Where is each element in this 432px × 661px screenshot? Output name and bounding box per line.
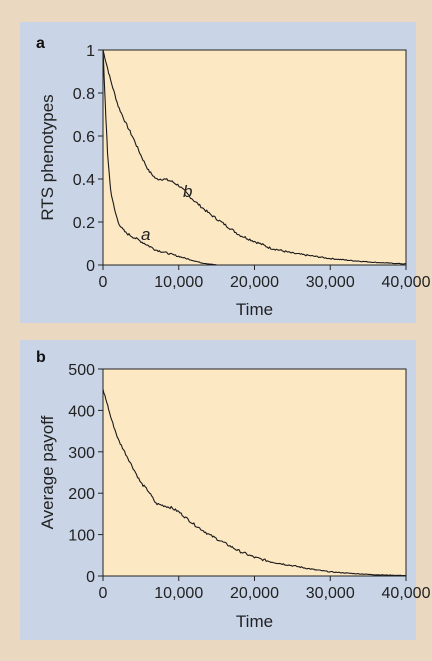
y-tick-label: 0	[86, 569, 95, 586]
panel-b: b 0 100 200 300 400 500 0 10,000 20,000 30,000 40,0…	[36, 349, 431, 631]
x-tick-label: 10,000	[154, 585, 203, 602]
y-tick-label: 0.6	[73, 129, 95, 146]
plot-area	[102, 368, 407, 577]
curve-label-a: a	[141, 225, 150, 244]
y-tick-label: 400	[68, 403, 95, 420]
y-axis-label: RTS phenotypes	[38, 94, 57, 220]
y-tick-label: 100	[68, 528, 95, 545]
x-tick-label: 30,000	[306, 585, 355, 602]
y-axis-label: Average payoff	[38, 415, 57, 529]
x-tick-label: 20,000	[230, 274, 279, 291]
x-tick-label: 20,000	[230, 585, 279, 602]
y-tick-label: 0.4	[73, 172, 95, 189]
y-tick-label: 300	[68, 445, 95, 462]
panel-letter-b: b	[36, 349, 46, 366]
x-axis-label: Time	[236, 612, 273, 631]
x-tick-label: 0	[99, 585, 108, 602]
y-tick-label: 0	[86, 258, 95, 275]
x-tick-label: 0	[99, 274, 108, 291]
series-line	[102, 389, 406, 577]
x-tick-label: 40,000	[382, 274, 431, 291]
panel-a: a 0 0.2 0.4 0.6 0.8 1 0 10,000 20,000 30,000 40,000…	[36, 35, 431, 319]
x-tick-label: 40,000	[382, 585, 431, 602]
y-tick-label: 1	[86, 43, 95, 60]
curve-label-b: b	[183, 182, 192, 201]
y-tick-label: 0.2	[73, 215, 95, 232]
y-tick-label: 200	[68, 486, 95, 503]
series-line-b	[102, 49, 407, 265]
panel-letter-a: a	[36, 35, 45, 52]
x-axis-label: Time	[236, 300, 273, 319]
x-tick-label: 10,000	[154, 274, 203, 291]
y-tick-label: 500	[68, 362, 95, 379]
plot-area	[102, 49, 407, 266]
y-tick-label: 0.8	[73, 86, 95, 103]
series-line-a	[102, 49, 217, 266]
x-tick-label: 30,000	[306, 274, 355, 291]
